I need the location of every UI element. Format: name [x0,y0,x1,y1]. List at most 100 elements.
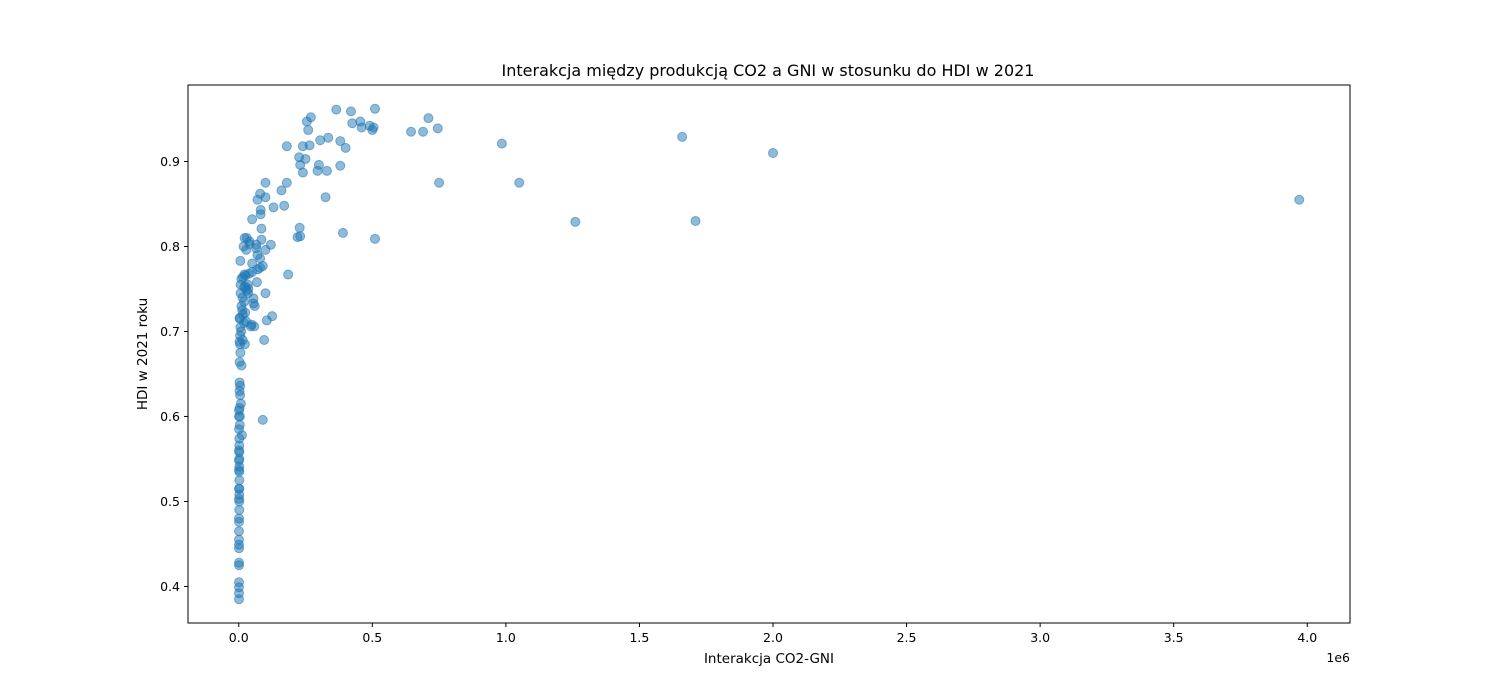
data-point-40 [294,222,305,233]
data-point-116 [235,322,246,333]
data-point-48 [276,185,287,196]
x-tick-label-7: 3.5 [1164,630,1184,645]
data-point-49 [268,202,279,213]
data-point-114 [235,288,246,299]
data-point-145 [234,445,245,456]
data-point-25 [331,104,342,115]
data-point-20 [345,106,356,117]
y-tick-label-5: 0.9 [160,154,180,169]
data-point-148 [234,483,245,494]
x-tick-label-4: 2.0 [763,630,783,645]
data-point-151 [234,516,245,527]
data-point-24 [335,160,346,171]
y-axis-label: HDI w 2021 roku [135,298,151,410]
data-point-117 [235,347,246,358]
data-point-115 [235,255,246,266]
data-point-34 [303,125,314,136]
data-point-44 [283,269,294,280]
y-tick-label-2: 0.6 [160,409,180,424]
data-point-18 [355,116,366,127]
y-axis-ticks: 0.4 0.5 0.6 0.7 0.8 0.9 [160,154,188,594]
data-point-19 [347,118,358,129]
chart-title: Interakcja między produkcją CO2 a GNI w … [502,61,1035,80]
data-point-157 [234,560,245,571]
data-point-23 [335,136,346,147]
data-point-60 [256,223,267,234]
data-point-6 [496,138,507,149]
data-point-161 [234,594,245,605]
data-point-10 [418,126,429,137]
data-point-70 [251,277,262,288]
data-point-143 [234,411,245,422]
data-point-137 [234,475,245,486]
x-axis-ticks: 0.0 0.5 1.0 1.5 2.0 2.5 3.0 3.5 4.0 [229,623,1317,645]
data-point-5 [514,177,525,188]
data-point-141 [234,504,245,515]
data-point-109 [236,300,247,311]
data-point-129 [234,385,245,396]
data-point-46 [281,177,292,188]
data-point-113 [235,279,246,290]
x-tick-label-0: 0.0 [229,630,249,645]
data-point-126 [234,336,245,347]
data-point-67 [252,194,263,205]
x-tick-label-8: 4.0 [1297,630,1317,645]
data-point-28 [320,192,331,203]
data-point-76 [248,298,259,309]
data-point-11 [406,126,417,137]
data-point-144 [234,424,245,435]
data-point-77 [247,214,258,225]
data-point-3 [677,131,688,142]
x-tick-label-6: 3.0 [1030,630,1050,645]
data-point-29 [315,135,326,146]
data-point-0 [1294,194,1305,205]
x-tick-label-1: 0.5 [362,630,382,645]
data-point-12 [369,103,380,114]
x-axis-label: Interakcja CO2-GNI [704,651,834,667]
data-point-37 [297,141,308,152]
y-tick-label-1: 0.5 [160,494,180,509]
y-tick-label-3: 0.7 [160,324,180,339]
data-point-57 [259,334,270,345]
data-point-155 [234,543,245,554]
data-point-152 [234,526,245,537]
data-point-4 [570,216,581,227]
data-point-101 [238,241,249,252]
data-point-41 [294,152,305,163]
x-tick-label-5: 2.5 [897,630,917,645]
data-point-9 [423,113,434,124]
data-point-22 [337,227,348,238]
data-point-27 [321,165,332,176]
data-point-56 [260,288,271,299]
data-point-13 [369,233,380,244]
data-point-127 [234,357,245,368]
data-point-128 [234,377,245,388]
y-tick-label-4: 0.8 [160,239,180,254]
y-tick-label-0: 0.4 [160,579,180,594]
data-point-125 [234,312,245,323]
x-tick-label-3: 1.5 [629,630,649,645]
x-tick-label-2: 1.0 [496,630,516,645]
data-point-78 [247,258,258,269]
points-layer [234,103,1305,605]
data-point-146 [234,455,245,466]
data-point-55 [260,244,271,255]
data-point-21 [340,142,351,153]
data-point-53 [260,177,271,188]
data-point-58 [257,414,268,425]
data-point-47 [279,200,290,211]
plot-frame [187,84,1351,624]
data-point-63 [255,209,266,220]
data-point-52 [261,315,272,326]
data-point-149 [234,493,245,504]
data-point-7 [434,177,445,188]
data-point-2 [690,215,701,226]
data-point-1 [768,147,779,158]
data-point-45 [281,141,292,152]
data-point-16 [364,120,375,131]
data-point-43 [292,232,303,243]
data-point-147 [234,465,245,476]
data-point-31 [312,165,323,176]
x-axis-offset-label: 1e6 [1326,650,1350,665]
